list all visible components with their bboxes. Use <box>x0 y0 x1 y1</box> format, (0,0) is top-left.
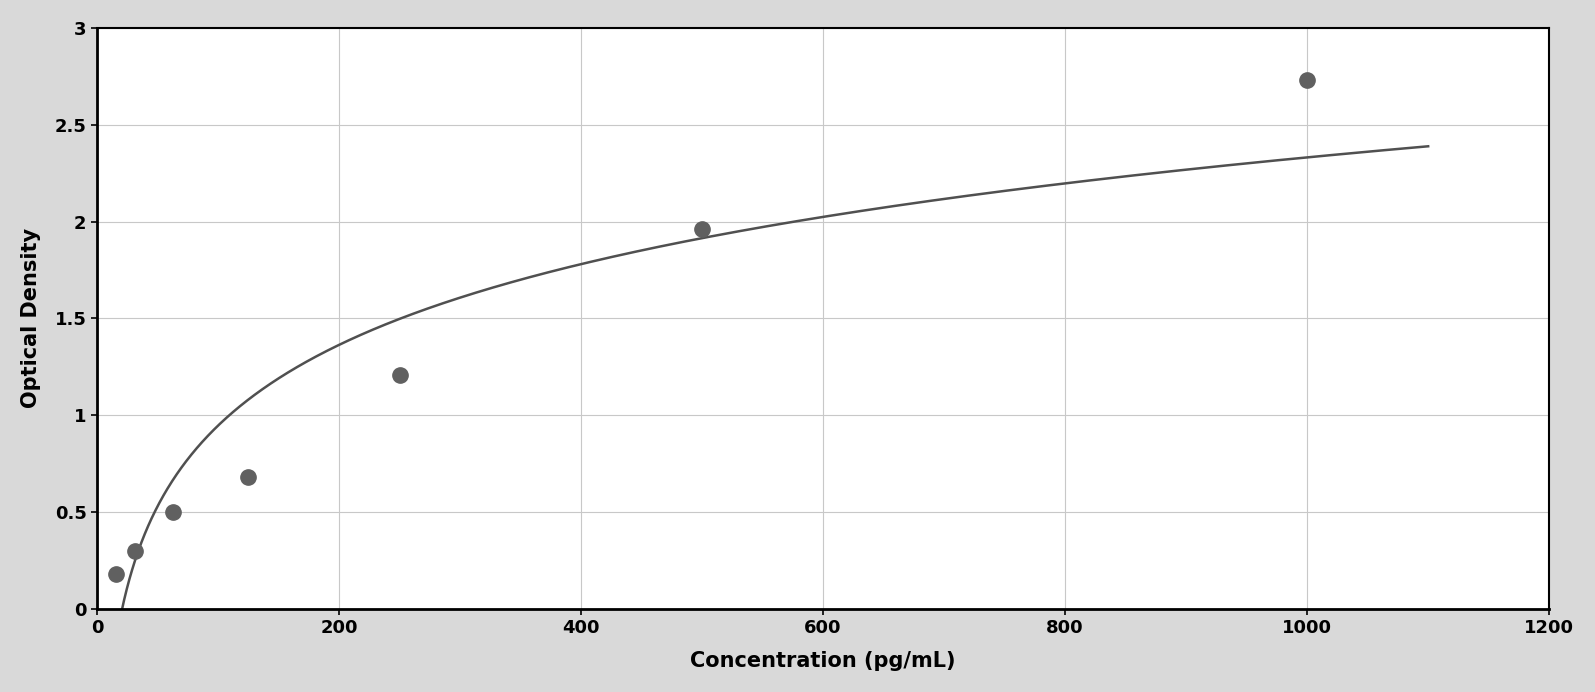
Point <box>121 545 147 556</box>
Y-axis label: Optical Density: Optical Density <box>21 228 41 408</box>
Point <box>160 507 185 518</box>
Point <box>104 568 129 579</box>
X-axis label: Concentration (pg/mL): Concentration (pg/mL) <box>691 651 955 671</box>
Point <box>386 369 412 380</box>
Point <box>236 472 262 483</box>
Point <box>689 224 715 235</box>
Point <box>1295 75 1321 86</box>
